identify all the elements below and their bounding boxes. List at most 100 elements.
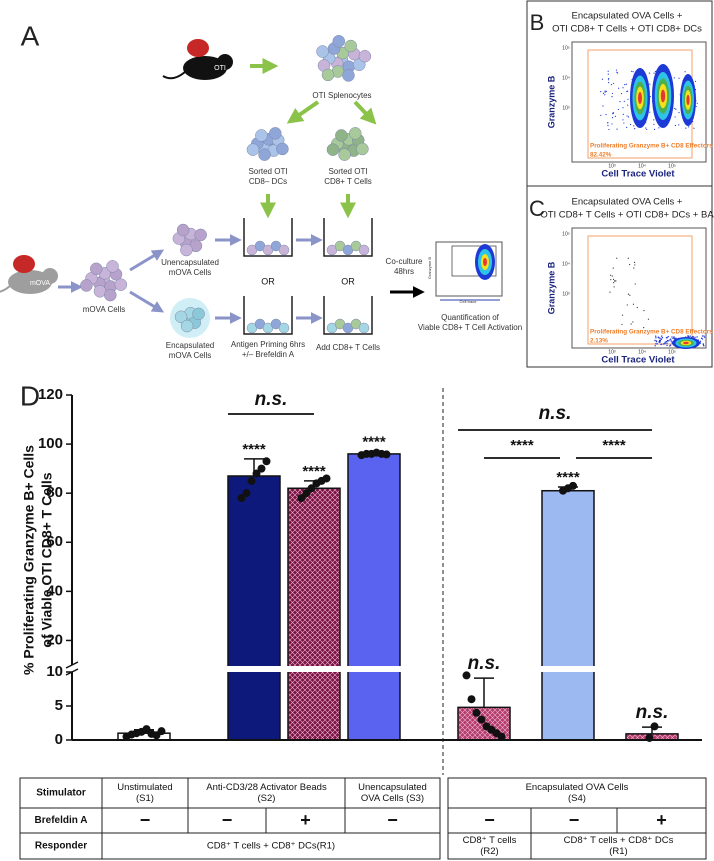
significance-label: ****: [242, 441, 266, 458]
tick-label: 10⁴: [562, 261, 570, 267]
table-text: Unencapsulated: [358, 782, 427, 793]
row-header: Stimulator: [36, 788, 86, 799]
event-dot: [696, 336, 698, 338]
tick-label: 10⁴: [638, 349, 646, 355]
event-dot: [626, 115, 628, 117]
tick-label: 10³: [608, 163, 616, 169]
event-dot: [616, 257, 618, 259]
event-dot: [665, 340, 668, 343]
event-dot: [689, 335, 691, 337]
event-dot: [621, 314, 624, 316]
table-cell: [344, 807, 441, 834]
event-dot: [669, 344, 672, 346]
event-dot: [664, 343, 666, 345]
significance-label: ****: [362, 433, 386, 450]
event-dot: [660, 335, 663, 337]
table-cell: [19, 807, 103, 834]
label: OTI: [214, 65, 226, 72]
data-point: [157, 727, 166, 736]
panel-frame: [526, 0, 713, 368]
event-dot: [664, 341, 666, 343]
event-dot: [675, 337, 677, 339]
event-dot: [630, 323, 632, 325]
label: OTI CD8+ T Cells + OTI CD8+ DCs + BA: [540, 210, 714, 221]
label: Encapsulated OVA Cells +: [572, 197, 683, 208]
table-cell: [530, 832, 707, 860]
label: CD8+ T Cells: [324, 177, 372, 186]
axis-label: Cell Trace Violet: [601, 355, 675, 366]
event-dot: [649, 83, 651, 85]
event-dot: [611, 96, 613, 98]
table-symbol: +: [656, 810, 667, 830]
event-dot: [608, 82, 610, 84]
event-dot: [666, 336, 668, 339]
cell: [269, 127, 282, 140]
event-dot: [673, 336, 675, 339]
event-dot: [625, 83, 628, 85]
panel-label: B: [530, 10, 545, 35]
event-dot: [671, 336, 673, 338]
table-text: Encapsulated OVA Cells: [526, 782, 629, 793]
event-dot: [622, 87, 624, 89]
event-dot: [612, 267, 614, 269]
event-dot: [632, 321, 634, 323]
data-point: [467, 695, 476, 704]
table-symbol: −: [140, 810, 151, 830]
table-cell: [616, 807, 707, 834]
label: OR: [261, 276, 275, 286]
event-dot: [660, 343, 663, 345]
data-point: [247, 476, 256, 485]
y-tick-label: 20: [46, 631, 63, 648]
cell: [356, 142, 369, 156]
label: Quantification of: [441, 313, 500, 322]
panel-label: C: [529, 196, 545, 221]
event-dot: [622, 119, 624, 121]
event-dot: [654, 339, 656, 342]
event-dot: [654, 70, 657, 73]
event-dot: [607, 79, 610, 81]
organ: [187, 39, 209, 57]
cell: [176, 223, 190, 237]
tick-label: 10⁵: [668, 349, 676, 355]
event-dot: [666, 344, 668, 347]
label: Viable CD8+ T Cell Activation: [418, 323, 522, 332]
event-dot: [670, 338, 672, 340]
table-cell: [447, 807, 532, 834]
event-dot: [678, 124, 680, 126]
row-header: Brefeldin A: [35, 815, 88, 826]
data-point: [382, 450, 391, 459]
table-text: (S1): [136, 793, 154, 804]
event-dot: [616, 71, 618, 73]
cell: [321, 68, 335, 82]
table-cell: [187, 807, 267, 834]
panel-label: A: [21, 20, 40, 51]
event-dot: [643, 309, 645, 312]
event-dot: [607, 73, 609, 75]
comparison-label: n.s.: [255, 389, 288, 410]
bar: [227, 475, 281, 741]
event-dot: [660, 338, 662, 340]
event-dot: [655, 343, 657, 345]
axis-break: [66, 666, 706, 672]
event-dot: [662, 343, 665, 345]
table-symbol: −: [387, 810, 398, 830]
table-text: CD8⁺ T cells: [463, 835, 517, 846]
cell: [258, 148, 271, 161]
event-dot: [617, 108, 619, 111]
event-dot: [611, 92, 613, 95]
event-dot: [613, 280, 616, 282]
event-dot: [622, 113, 624, 115]
significance-label: ****: [302, 463, 326, 480]
tick-label: 10⁵: [562, 45, 570, 51]
y-tick-label: 80: [46, 484, 63, 501]
event-dot: [634, 128, 636, 130]
density-blob: [660, 89, 666, 103]
event-dot: [632, 71, 634, 73]
table-symbol: −: [222, 810, 233, 830]
event-dot: [703, 336, 706, 338]
cell: [194, 228, 207, 242]
event-dot: [618, 87, 620, 89]
density-blob: [683, 341, 689, 345]
event-dot: [703, 345, 705, 347]
event-dot: [627, 90, 629, 92]
